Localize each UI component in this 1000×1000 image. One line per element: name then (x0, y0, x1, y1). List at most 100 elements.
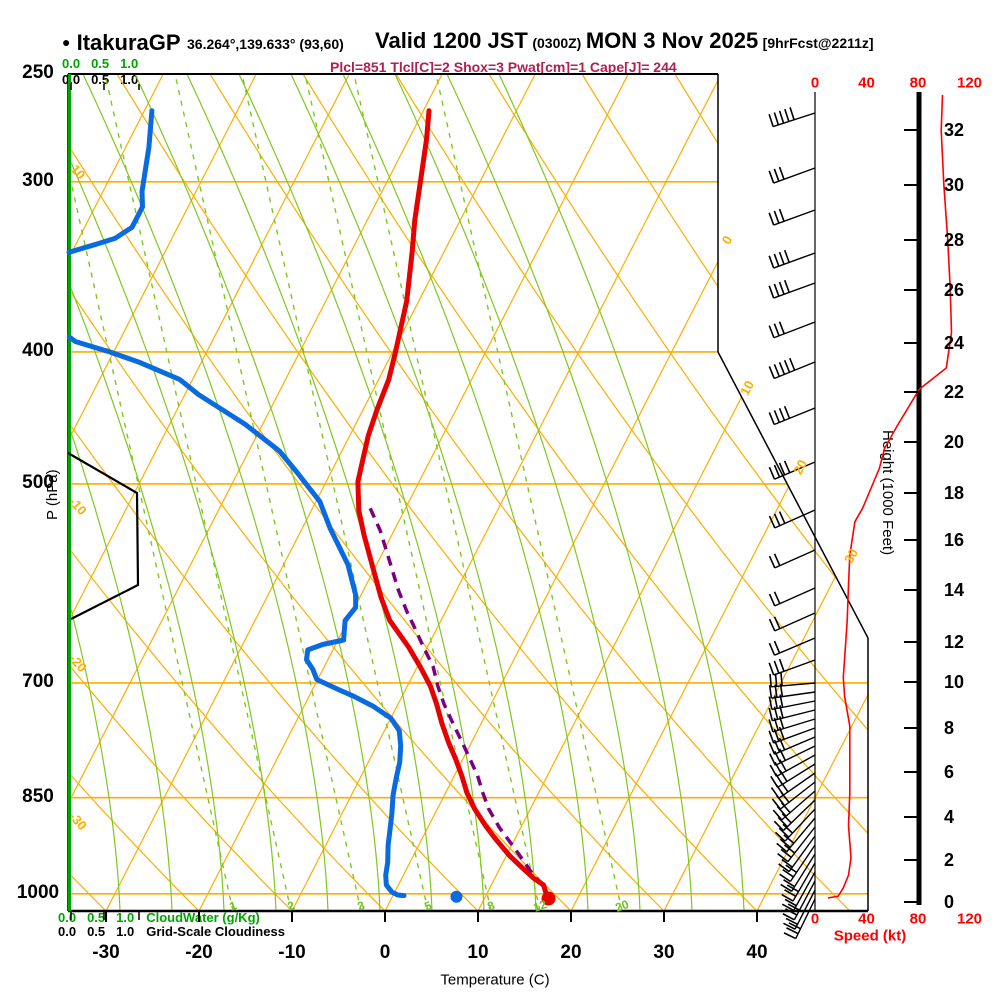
panel-diagonal-border (717, 351, 869, 639)
valid-time-title: Valid 1200 JST (0300Z) MON 3 Nov 2025 [9… (375, 28, 874, 54)
speed-tick-label-bottom: 80 (909, 910, 927, 928)
speed-tick-label-bottom: 120 (956, 910, 983, 928)
height-tick-label: 16 (944, 530, 965, 550)
wind-barb-icon (768, 705, 816, 722)
wind-barb-icon (768, 736, 816, 755)
wind-barb-icon (768, 658, 816, 676)
isotherm-line (68, 74, 443, 911)
wind-barb-icon (769, 745, 816, 766)
wind-barb-icon (783, 898, 816, 940)
wind-barbs-layer (768, 107, 816, 940)
moist-adiabat-line (68, 74, 173, 911)
wind-barb-icon (768, 683, 816, 699)
wind-barb-icon (779, 844, 816, 883)
dry-adiabat-line (209, 74, 851, 911)
height-tick-label: 32 (944, 120, 965, 140)
height-tick-label: 30 (944, 175, 965, 195)
wind-barb-icon (777, 826, 816, 863)
mixing-ratio-line (353, 74, 541, 911)
cloudiness-axis-label: Grid-Scale Cloudiness (146, 924, 285, 939)
pressure-tick-label: 250 (22, 61, 54, 83)
height-tick-label: 20 (944, 432, 965, 452)
surface-temperature-dot (541, 891, 556, 906)
dry-adiabat-line (68, 74, 386, 911)
height-tick-label: 10 (944, 672, 965, 692)
stability-params: Plcl=851 Tlcl[C]=2 Shox=3 Pwat[cm]=1 Cap… (330, 59, 677, 75)
wind-barb-icon (768, 460, 816, 480)
mixing-ratio-line (104, 74, 292, 911)
height-tick-label: 26 (944, 280, 965, 300)
moist-adiabat-line (446, 74, 693, 911)
isotherm-line (756, 74, 868, 911)
cloudwater-scale-bottom: 0.0 0.5 1.0 CloudWater (g/Kg) (58, 910, 260, 925)
valid-date: MON 3 Nov 2025 (585, 28, 759, 53)
wind-barb-icon (772, 790, 816, 821)
temperature-tick-label: -20 (185, 942, 213, 963)
pressure-tick-label: 850 (22, 785, 54, 807)
wind-barb-icon (768, 549, 816, 569)
wind-barb-icon (768, 279, 816, 299)
height-tick-label: 12 (944, 632, 965, 652)
wind-barb-icon (774, 808, 816, 842)
temperature-tick-label: -30 (92, 942, 120, 963)
height-tick-label: 28 (944, 230, 965, 250)
dry-adiabat-line (395, 74, 868, 911)
cloudwater-scale-top: 0.0 0.5 1.0 (62, 56, 139, 71)
surface-dewpoint-dot (450, 890, 463, 903)
temperature-tick-label: 10 (467, 942, 489, 963)
height-tick-label: 2 (944, 850, 955, 870)
pressure-tick-label: 400 (22, 339, 54, 361)
moist-adiabat-line (238, 74, 485, 911)
moist-adiabat-line (498, 74, 745, 911)
moist-adiabat-line (290, 74, 537, 911)
isotherm-line (477, 74, 868, 911)
speed-tick-label-top: 40 (858, 74, 875, 92)
isotherm-line (68, 74, 257, 911)
wind-barb-icon (768, 321, 816, 339)
cloudwater-axis-label: CloudWater (g/Kg) (146, 910, 260, 925)
dry-adiabat-line (767, 74, 868, 911)
height-tick-label: 22 (944, 382, 965, 402)
cloudiness-scale-top: 0.0 0.5 1.0 (62, 72, 139, 87)
dry-adiabat-line (68, 74, 293, 911)
speed-tick-label-bottom: 0 (810, 910, 820, 928)
moist-adiabat-line (68, 74, 121, 911)
wind-barb-icon (782, 880, 816, 921)
station-title: ● ItakuraGP (62, 30, 181, 56)
wind-barb-icon (768, 612, 816, 632)
mixing-ratio-line (241, 74, 429, 911)
wind-barb-icon (778, 835, 816, 873)
height-tick-label: 24 (944, 333, 965, 353)
dry-adiabat-line (116, 74, 758, 911)
wind-barb-icon (768, 405, 816, 426)
forecast-info: [9hrFcst@2211z] (762, 35, 874, 51)
wind-barb-icon (780, 853, 816, 892)
wind-barb-icon (768, 249, 816, 269)
station-name: ItakuraGP (76, 30, 181, 55)
wind-barb-icon (768, 694, 816, 711)
dry-adiabat-line (581, 74, 868, 911)
wind-barb-icon (768, 637, 816, 656)
moist-adiabat-line (68, 74, 225, 911)
isotherm-line (384, 74, 815, 911)
wind-barb-icon (768, 107, 816, 128)
wind-barb-icon (769, 754, 816, 777)
wind-barb-icon (776, 817, 816, 853)
valid-time-z: (0300Z) (532, 35, 582, 51)
height-tick-label: 8 (944, 718, 955, 738)
wind-barb-icon (773, 799, 816, 832)
temperature-tick-label: 40 (746, 942, 768, 963)
height-tick-label: 4 (944, 807, 955, 827)
temperature-tick-label: 30 (653, 942, 675, 963)
pressure-tick-label: 1000 (16, 881, 60, 903)
dry-adiabat-line (68, 74, 665, 911)
station-marker-icon: ● (62, 34, 71, 50)
height-tick-label: 14 (944, 580, 965, 600)
parcel-path-curve (368, 507, 551, 900)
wind-barb-icon (769, 672, 816, 688)
temperature-tick-label: 0 (379, 942, 391, 963)
speed-tick-label-top: 80 (909, 74, 927, 92)
isotherm-line (105, 74, 536, 911)
wind-barb-icon (768, 587, 816, 607)
isotherm-line (663, 74, 868, 911)
